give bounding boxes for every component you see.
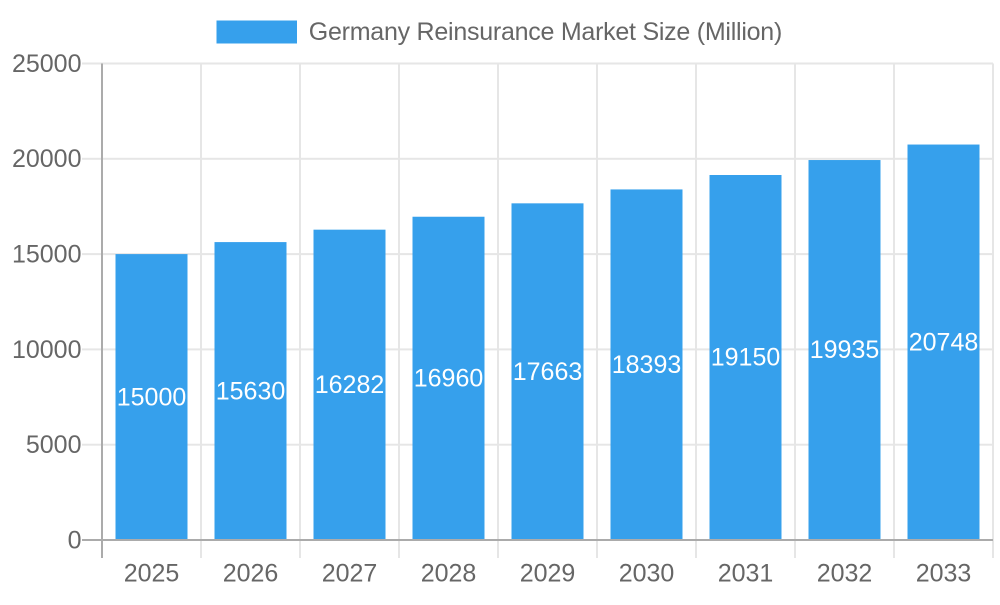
svg-text:19935: 19935 (810, 336, 880, 364)
svg-text:2025: 2025 (124, 560, 180, 588)
svg-text:2028: 2028 (421, 560, 477, 588)
svg-text:2026: 2026 (223, 560, 279, 588)
svg-text:2031: 2031 (718, 560, 774, 588)
svg-text:17663: 17663 (513, 358, 583, 386)
svg-text:2029: 2029 (520, 560, 576, 588)
svg-text:2030: 2030 (619, 560, 675, 588)
svg-text:16282: 16282 (315, 371, 385, 399)
svg-text:2033: 2033 (916, 560, 972, 588)
svg-text:19150: 19150 (711, 344, 781, 372)
svg-text:10000: 10000 (12, 336, 82, 364)
svg-text:Germany Reinsurance Market Siz: Germany Reinsurance Market Size (Million… (309, 18, 782, 46)
svg-text:5000: 5000 (26, 431, 82, 459)
svg-text:15630: 15630 (216, 377, 286, 405)
svg-text:16960: 16960 (414, 365, 484, 393)
svg-text:20748: 20748 (909, 328, 979, 356)
svg-text:15000: 15000 (12, 241, 82, 269)
svg-text:25000: 25000 (12, 50, 82, 78)
svg-text:15000: 15000 (117, 383, 187, 411)
svg-text:2027: 2027 (322, 560, 378, 588)
svg-text:2032: 2032 (817, 560, 873, 588)
svg-text:20000: 20000 (12, 145, 82, 173)
svg-text:0: 0 (68, 526, 82, 554)
svg-text:18393: 18393 (612, 351, 682, 379)
